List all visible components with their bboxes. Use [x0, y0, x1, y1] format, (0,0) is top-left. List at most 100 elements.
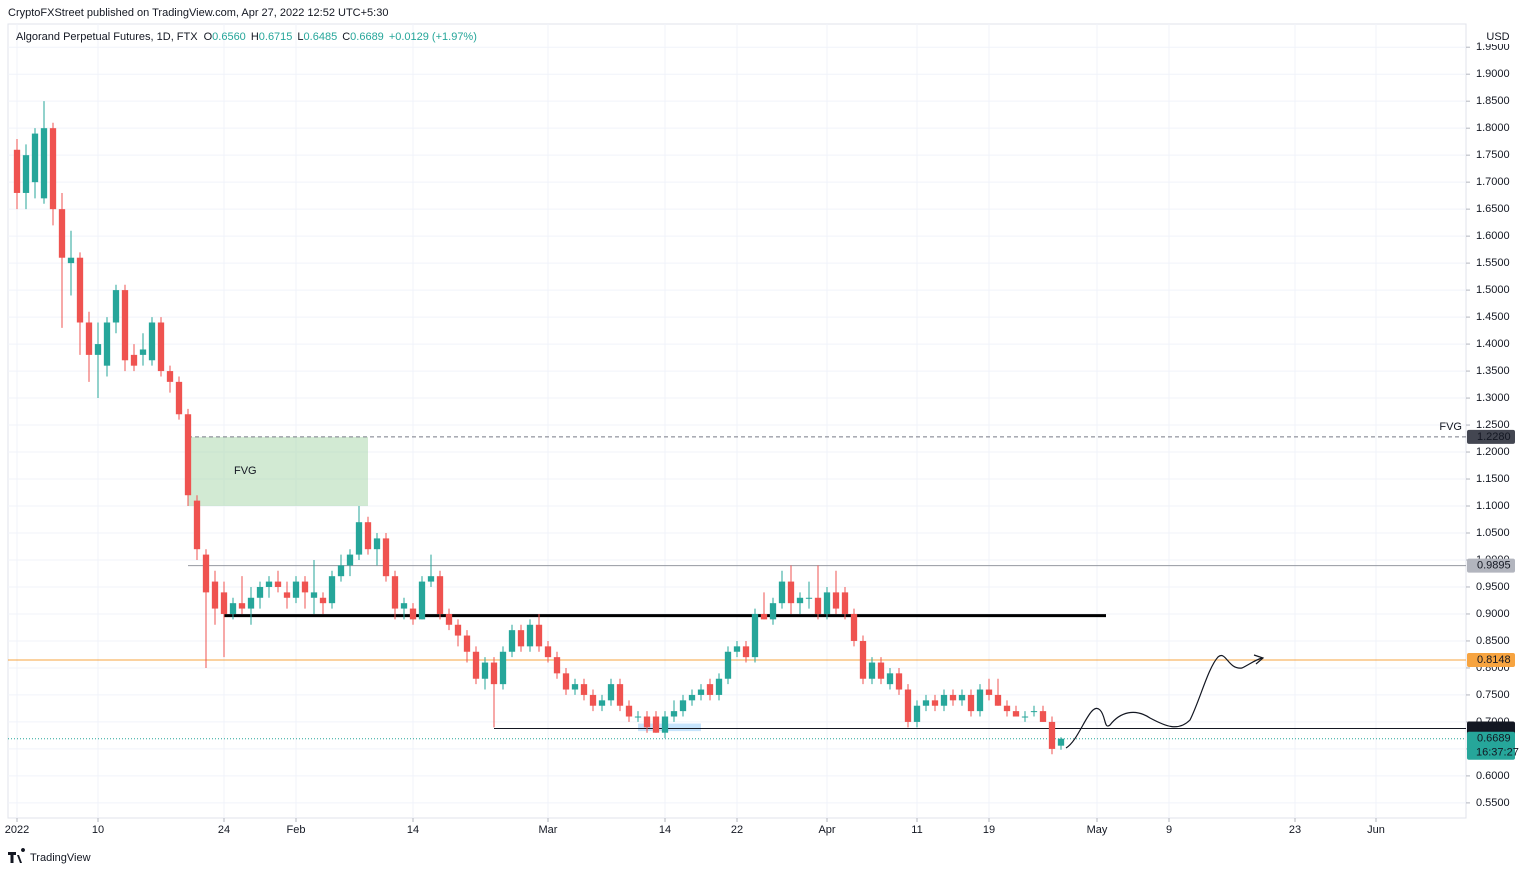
candle-body	[598, 700, 606, 706]
candle-body	[805, 597, 813, 599]
candle-body	[535, 624, 543, 647]
candle-body	[1057, 738, 1065, 746]
y-tick-label: 1.1500	[1476, 473, 1510, 485]
candle-body	[166, 371, 174, 382]
candle-body	[778, 581, 786, 604]
candle-body	[940, 694, 948, 706]
y-tick-label: 0.9000	[1476, 608, 1510, 620]
projection-path	[1065, 654, 1263, 749]
x-tick-label: 23	[1289, 824, 1301, 836]
zone-label: FVG	[234, 465, 257, 477]
candle-body	[589, 694, 597, 706]
candle-body	[886, 673, 894, 685]
x-tick-label: 2022	[5, 824, 29, 836]
y-tick-label: 0.5500	[1476, 797, 1510, 809]
candle-body	[391, 576, 399, 609]
candle-body	[949, 694, 957, 701]
currency: USD	[1486, 31, 1509, 43]
y-tick-label: 1.5500	[1476, 257, 1510, 269]
candle-body	[193, 500, 201, 550]
candle-body	[1030, 711, 1038, 713]
candle-body	[508, 630, 516, 652]
quote-label: C	[342, 31, 350, 43]
candle-body	[751, 613, 759, 658]
candle-body	[913, 705, 921, 722]
candle-body	[85, 322, 93, 355]
y-tick-label: 1.3500	[1476, 365, 1510, 377]
x-tick-label: Feb	[287, 824, 306, 836]
candle-body	[265, 581, 273, 587]
candle-body	[274, 581, 282, 587]
y-tick-label: 1.6000	[1476, 230, 1510, 242]
candle-body	[823, 592, 831, 614]
candle-body	[337, 565, 345, 577]
y-tick-label: 1.2500	[1476, 419, 1510, 431]
candle-body	[976, 689, 984, 712]
candle-body	[571, 684, 579, 690]
candle-body	[1012, 711, 1020, 717]
y-tick-label: 1.8500	[1476, 95, 1510, 107]
y-tick-label: 1.9500	[1476, 41, 1510, 53]
candle-body	[103, 322, 111, 366]
candle-body	[301, 581, 309, 593]
candle-body	[985, 689, 993, 695]
candle-body	[850, 613, 858, 641]
candle-body	[238, 603, 246, 609]
candle-body	[1021, 716, 1029, 718]
y-tick-label: 1.7500	[1476, 149, 1510, 161]
candle-body	[76, 257, 84, 323]
candle-body	[733, 646, 741, 652]
candle-body	[139, 349, 147, 355]
currency-badge	[1484, 30, 1512, 44]
x-tick-label: 10	[92, 824, 104, 836]
candle-body	[787, 581, 795, 604]
candle-body	[544, 646, 552, 658]
candle-body	[130, 354, 138, 366]
price-label: 1.2280	[1477, 431, 1511, 443]
candle-body	[490, 662, 498, 685]
candle-body	[229, 603, 237, 614]
candle-body	[769, 603, 777, 620]
candle-body	[211, 581, 219, 609]
candle-body	[463, 635, 471, 652]
price-label: 0.6689	[1477, 733, 1511, 745]
quote: O0.6560 H0.6715 L0.6485 C0.6689 +0.0129 (+1.…	[204, 31, 477, 43]
candle-body	[796, 597, 804, 604]
candle-body	[328, 576, 336, 604]
candle-body	[364, 522, 372, 550]
y-tick-label: 1.4000	[1476, 338, 1510, 350]
x-tick-label: Mar	[539, 824, 558, 836]
quote-value: 0.6689	[350, 31, 384, 43]
y-tick-label: 1.6500	[1476, 203, 1510, 215]
y-tick-label: 1.5000	[1476, 284, 1510, 296]
candle-body	[859, 640, 867, 679]
candle-body	[895, 673, 903, 690]
y-tick-label: 0.7500	[1476, 689, 1510, 701]
candle-body	[607, 684, 615, 701]
candle-body	[31, 133, 39, 183]
quote-label: L	[297, 31, 303, 43]
candle-body	[643, 716, 651, 728]
brand-name: TradingView	[30, 852, 91, 864]
candle-body	[220, 592, 228, 614]
candle-body	[427, 576, 435, 582]
price-label: 0.9895	[1477, 560, 1511, 572]
price-label-box	[1467, 558, 1515, 573]
logo-mark	[8, 848, 26, 863]
quote-value: 0.6715	[259, 31, 293, 43]
quote-label: H	[251, 31, 259, 43]
candle-body	[22, 155, 30, 193]
y-tick-label: 1.9000	[1476, 68, 1510, 80]
candle-body	[121, 290, 129, 361]
candle-body	[634, 716, 642, 718]
candle-body	[616, 684, 624, 706]
y-tick-label: 0.6000	[1476, 770, 1510, 782]
axes: 0.55000.60000.65000.70000.75000.80000.85…	[5, 41, 1519, 836]
candle-body	[580, 684, 588, 695]
candle-body	[112, 290, 120, 323]
candle-body	[319, 597, 327, 604]
candles	[13, 101, 1065, 755]
candle-body	[814, 597, 822, 614]
zone	[188, 436, 368, 507]
price-label-box	[1467, 429, 1515, 444]
